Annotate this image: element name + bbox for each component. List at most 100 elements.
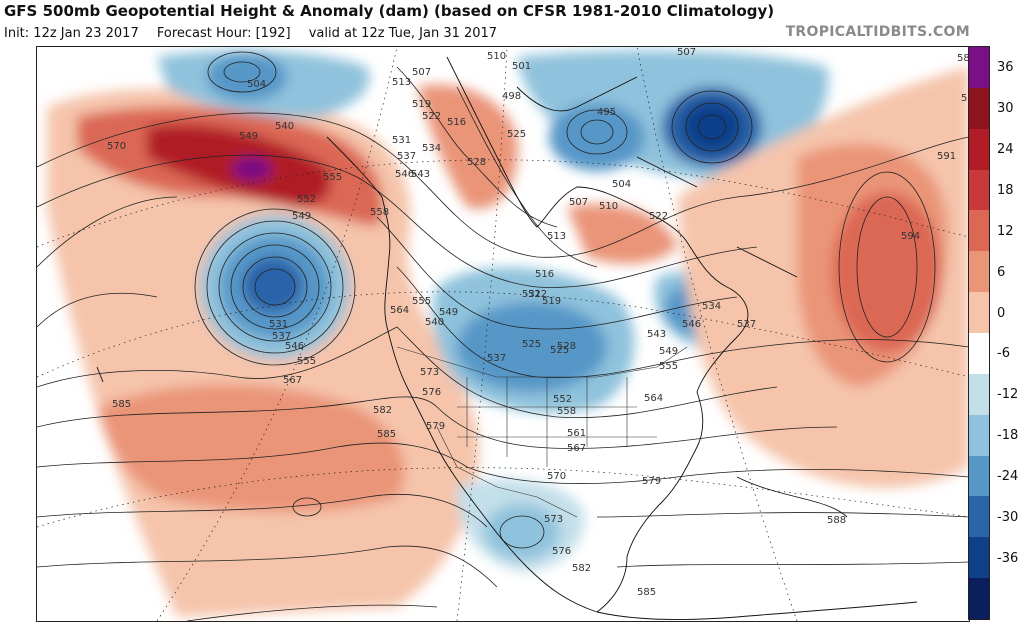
contour-label: 537 (272, 331, 291, 342)
contour-label: 549 (659, 346, 678, 357)
contour-label: 510 (599, 201, 618, 212)
contour-label: 585 (112, 399, 131, 410)
contour-label: 540 (275, 121, 294, 132)
colorbar-tick-label: -12 (997, 387, 1019, 403)
contour-label: 582 (373, 405, 392, 416)
contour-label: 507 (569, 197, 588, 208)
contour-label: 528 (467, 157, 486, 168)
contour-label: 585 (957, 53, 969, 64)
contour-label: 531 (269, 319, 288, 330)
contour-label: 543 (411, 169, 430, 180)
contour-label: 573 (420, 367, 439, 378)
map-canvas: 5045075105135014984955075195225165255405… (37, 47, 969, 621)
contour-label: 498 (502, 91, 521, 102)
contour-label: 573 (544, 514, 563, 525)
colorbar-segment (969, 455, 989, 497)
contour-label: 531 (392, 135, 411, 146)
contour-label: 549 (439, 307, 458, 318)
contour-label: 552 (553, 394, 572, 405)
contour-label: 510 (487, 51, 506, 62)
contour-label: 555 (297, 356, 316, 367)
contour-label: 549 (292, 211, 311, 222)
colorbar-tick-label: -24 (997, 469, 1019, 484)
contour-label: 588 (827, 515, 846, 526)
contour-label: 567 (567, 443, 586, 454)
colorbar-segment (969, 128, 989, 171)
contour-label: 504 (247, 79, 266, 90)
contour-label: 525 (507, 129, 526, 140)
height-contours (37, 51, 969, 621)
contour-label: 522 (649, 211, 668, 222)
coastlines (96, 56, 918, 621)
colorbar-tick-label: 30 (997, 101, 1014, 117)
colorbar-segment (969, 47, 989, 89)
contour-label: 552 (297, 194, 316, 205)
colorbar-tick-label: 6 (997, 264, 1006, 280)
contour-label: 537 (397, 151, 416, 162)
colorbar-segment (969, 373, 989, 416)
contour-label: 585 (377, 429, 396, 440)
contour-label: 555 (323, 172, 342, 183)
colorbar-segment (969, 87, 989, 130)
contour-label: 579 (426, 421, 445, 432)
contour-label: 558 (370, 207, 389, 218)
contour-label: 522 (528, 289, 547, 300)
contour-label: 546 (682, 319, 701, 330)
contour-label: 564 (644, 393, 663, 404)
contour-label: 567 (283, 375, 302, 386)
contour-label: 507 (412, 67, 431, 78)
contour-label: 570 (547, 471, 566, 482)
contour-label: 537 (737, 319, 756, 330)
contour-label: 540 (425, 317, 444, 328)
lat-lon-grid (37, 47, 969, 621)
colorbar-tick-label: 36 (997, 60, 1014, 76)
colorbar-tick-label: -6 (997, 346, 1010, 362)
colorbar-segment (969, 496, 989, 538)
colorbar-segment (969, 578, 989, 620)
contour-label: 585 (637, 587, 656, 598)
contour-label: 561 (567, 428, 586, 439)
contour-label: 534 (422, 143, 441, 154)
contour-label: 582 (572, 563, 591, 574)
contour-label: 555 (659, 361, 678, 372)
valid-time: valid at 12z Tue, Jan 31 2017 (308, 26, 498, 41)
colorbar-segment (969, 169, 989, 211)
contour-label: 528 (557, 341, 576, 352)
weather-map: 504 507 510 513 501 498 495 507 519 522 516 525 540 5… (36, 46, 970, 622)
contour-label: 576 (552, 546, 571, 557)
contour-label: 546 (285, 341, 304, 352)
contour-label: 546 (395, 169, 414, 180)
contour-label: 501 (512, 61, 531, 72)
colorbar-segment (969, 537, 989, 579)
contour-label: 549 (239, 131, 258, 142)
colorbar-segment (969, 333, 989, 375)
brand-watermark: TROPICALTIDBITS.COM (785, 24, 970, 40)
colorbar-tick-label: -30 (997, 509, 1019, 525)
contour-label: 513 (547, 231, 566, 242)
contour-label: 576 (422, 387, 441, 398)
contour-label: 537 (487, 353, 506, 364)
contour-label: 504 (612, 179, 631, 190)
contour-label: 534 (702, 301, 721, 312)
contour-label: 564 (390, 305, 409, 316)
map-title: GFS 500mb Geopotential Height & Anomaly … (4, 2, 775, 20)
contour-label: 495 (597, 107, 616, 118)
colorbar-tick-label: -36 (997, 550, 1019, 566)
colorbar-segment (969, 414, 989, 457)
contour-label: 519 (542, 296, 561, 307)
contour-label: 522 (422, 111, 441, 122)
contour-label: 516 (447, 117, 466, 128)
colorbar-segment (969, 251, 989, 293)
contour-label: 555 (412, 296, 431, 307)
contour-label: 570 (107, 141, 126, 152)
colorbar-tick-label: -18 (997, 428, 1019, 444)
colorbar-tick-label: 12 (997, 223, 1014, 239)
map-subtitle: Init: 12z Jan 23 2017 Forecast Hour: [19… (4, 26, 497, 41)
anomaly-shading (47, 50, 969, 618)
contour-labels: 5045075105135014984955075195225165255405… (107, 47, 969, 598)
contour-label: 579 (642, 476, 661, 487)
contour-label: 525 (522, 339, 541, 350)
contour-label: 513 (392, 77, 411, 88)
contour-label: 588 (961, 93, 969, 104)
colorbar-segment (969, 292, 989, 334)
